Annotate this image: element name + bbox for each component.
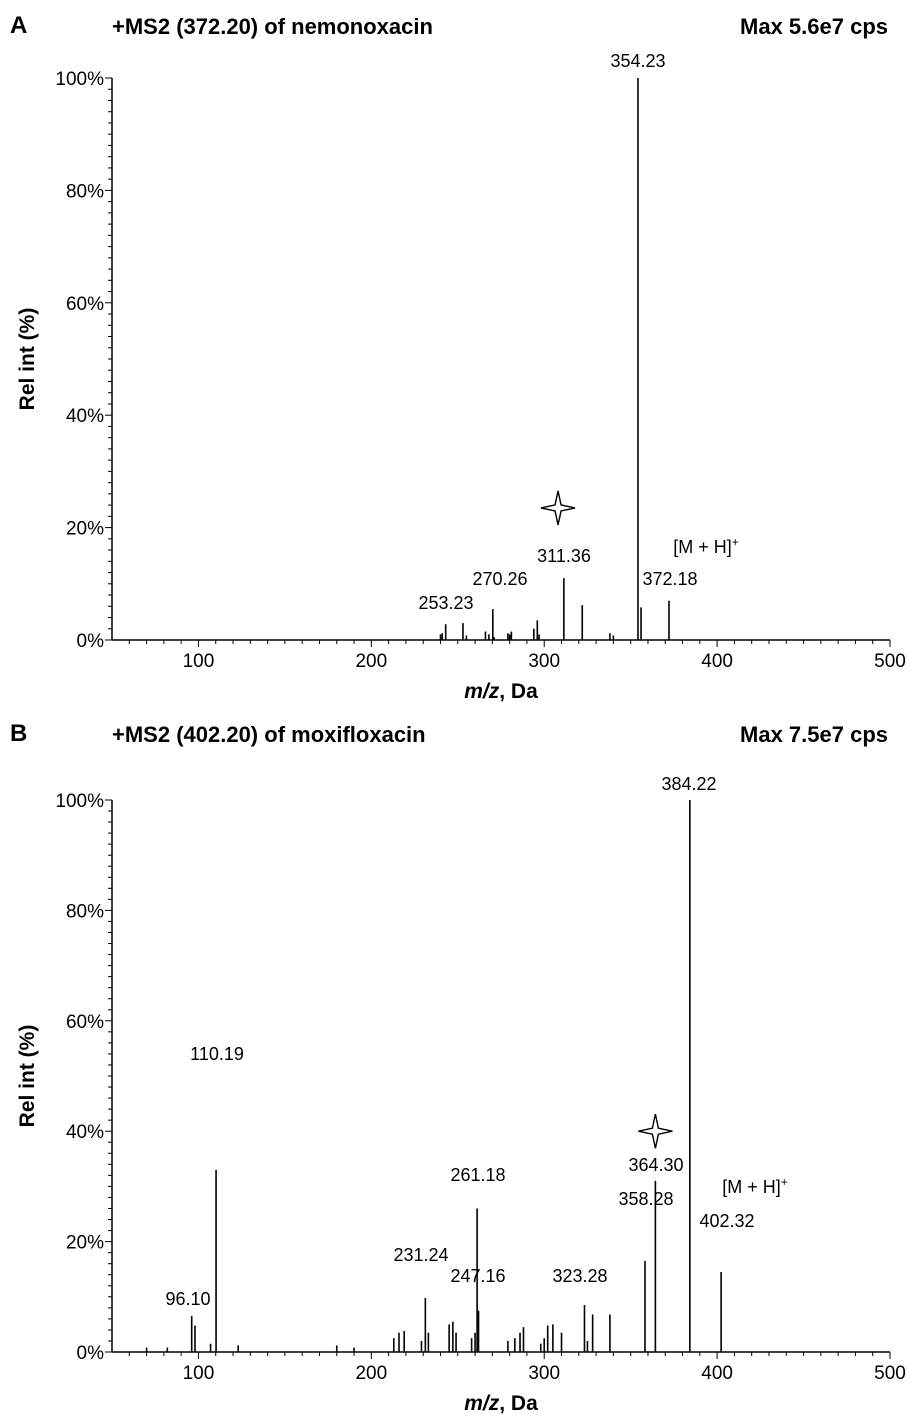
max-intensity: Max 5.6e7 cps (740, 14, 888, 39)
x-tick-label: 400 (701, 651, 733, 672)
y-tick-label: 100% (55, 69, 104, 90)
y-tick-label: 20% (66, 1233, 104, 1254)
peak-label: 96.10 (165, 1289, 210, 1309)
peak-label: 402.32 (699, 1211, 754, 1231)
y-tick-label: 100% (55, 791, 104, 812)
panel-title: +MS2 (372.20) of nemonoxacin (112, 14, 433, 39)
y-tick-label: 80% (66, 181, 104, 202)
y-axis-title: Rel int (%) (16, 1025, 39, 1128)
x-tick-label: 100 (183, 651, 215, 672)
x-axis-title: m/z, Da (464, 680, 538, 703)
x-tick-label: 200 (355, 651, 387, 672)
x-tick-label: 300 (528, 651, 560, 672)
peak-label: 354.23 (610, 51, 665, 71)
y-tick-label: 20% (66, 519, 104, 540)
precursor-ion-label: [M + H]+ (722, 1175, 788, 1197)
peak-label: 358.28 (618, 1189, 673, 1209)
x-tick-label: 300 (528, 1363, 560, 1384)
x-tick-label: 500 (874, 1363, 906, 1384)
peak-label: 110.19 (190, 1044, 244, 1064)
y-tick-label: 60% (66, 1012, 104, 1033)
panel-b: B +MS2 (402.20) of moxifloxacin Max 7.5e… (0, 708, 910, 1416)
y-tick-label: 60% (66, 294, 104, 315)
peak-label: 311.36 (537, 546, 591, 566)
x-axis-title: m/z, Da (464, 1392, 538, 1415)
y-tick-label: 0% (77, 1343, 105, 1364)
spectrum-plot-a: 100 200 300 400 500 0% 20% 40% 60% 80% 100% m/z, Da… (16, 51, 906, 703)
star-marker-icon (540, 490, 576, 526)
peak-label: 323.28 (552, 1266, 607, 1286)
x-tick-label: 200 (355, 1363, 387, 1384)
y-axis-title: Rel int (%) (16, 308, 39, 411)
peak-label: 270.26 (472, 569, 527, 589)
max-intensity: Max 7.5e7 cps (740, 722, 888, 747)
peak-label: 261.18 (450, 1165, 505, 1185)
y-tick-label: 80% (66, 901, 104, 922)
peak-label: 253.23 (418, 593, 473, 613)
star-marker-icon (638, 1114, 673, 1149)
x-tick-label: 100 (183, 1363, 215, 1384)
panel-a: A +MS2 (372.20) of nemonoxacin Max 5.6e7… (10, 12, 906, 703)
panel-label: B (10, 720, 28, 747)
x-tick-label: 500 (874, 651, 906, 672)
y-tick-label: 40% (66, 1122, 104, 1143)
panel-title: +MS2 (402.20) of moxifloxacin (112, 722, 426, 747)
panel-label: A (10, 12, 28, 39)
x-tick-label: 400 (701, 1363, 733, 1384)
peak-label: 364.30 (628, 1155, 683, 1175)
peak-label: 372.18 (642, 569, 697, 589)
peak-label: 231.24 (393, 1245, 448, 1265)
precursor-ion-label: [M + H]+ (673, 535, 739, 557)
peak-label: 247.16 (450, 1266, 505, 1286)
spectrum-plot-b: 100 200 300 400 500 0% 20% 40% 60% 80% 100% m/z, Da… (16, 774, 906, 1415)
y-tick-label: 40% (66, 406, 104, 427)
peak-label: 384.22 (661, 774, 716, 794)
y-tick-label: 0% (77, 631, 105, 652)
